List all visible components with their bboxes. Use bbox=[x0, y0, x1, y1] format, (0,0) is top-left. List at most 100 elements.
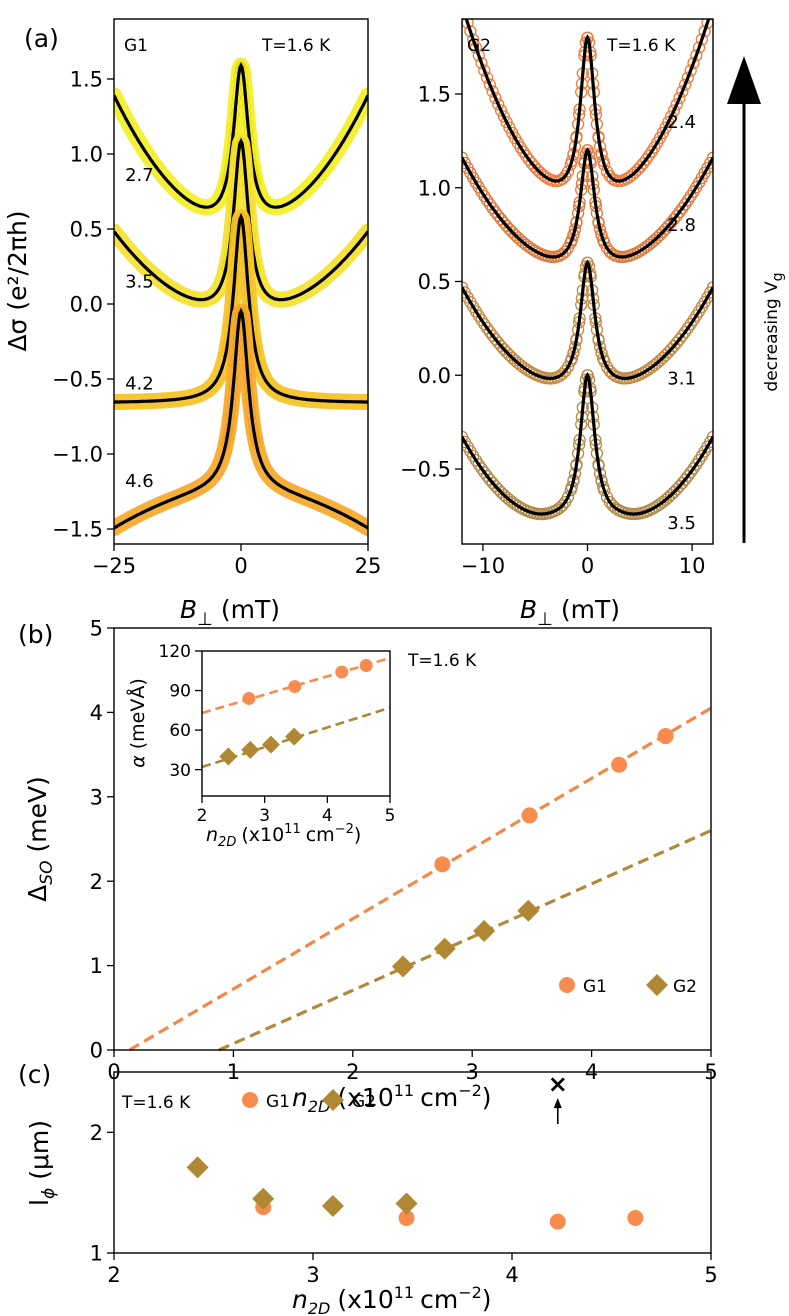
panel-a-left-temperature: T=1.6 K bbox=[261, 36, 331, 56]
curves-group bbox=[457, 0, 713, 521]
legend-g1-label: G1 bbox=[583, 977, 607, 997]
panel-a-left: (a) G1 T=1.6 K −1.5−1.0−0.50.00.51.01.5 … bbox=[3, 18, 381, 630]
x-label-unit: (mT) bbox=[221, 595, 280, 624]
x-tick-label: 3 bbox=[306, 1263, 319, 1287]
data-point bbox=[597, 233, 610, 247]
data-point bbox=[462, 19, 469, 21]
panel-a-left-x-axis-label: B⊥ (mT) bbox=[180, 595, 280, 630]
x-label-symbol: B bbox=[520, 595, 537, 624]
data-point bbox=[480, 71, 494, 84]
inset-x-ticks: 2 3 4 5 bbox=[197, 796, 396, 826]
y-tick-label: 0.5 bbox=[70, 218, 103, 242]
data-point bbox=[457, 0, 468, 11]
x-label-sup2: −2 bbox=[458, 1081, 482, 1100]
data-point-G2 bbox=[433, 937, 456, 960]
x-label-symbol: B bbox=[180, 595, 197, 624]
data-point-G2 bbox=[186, 1156, 209, 1179]
data-point bbox=[684, 64, 697, 77]
data-point bbox=[665, 110, 678, 123]
panel-c-y-axis-label: lϕ (μm) bbox=[25, 1120, 59, 1206]
data-point bbox=[606, 248, 619, 261]
y-tick-label: 4 bbox=[90, 701, 103, 725]
data-point-G2 bbox=[321, 1194, 344, 1217]
data-point bbox=[673, 91, 686, 105]
data-point bbox=[681, 71, 695, 84]
fit-curve-3.5 bbox=[114, 137, 368, 302]
panel-a-left-sample-tag: G1 bbox=[124, 36, 148, 56]
legend-g2-label: G2 bbox=[673, 977, 697, 997]
fit-curve-2.7 bbox=[114, 62, 368, 209]
inset-x-label-n: n bbox=[206, 824, 218, 846]
x-label-n: n bbox=[292, 1083, 308, 1112]
y-tick-label: −0.5 bbox=[52, 368, 103, 392]
data-point bbox=[486, 85, 499, 98]
panel-a-right-x-axis-label: B⊥ (mT) bbox=[520, 595, 620, 630]
y-tick-label: 30 bbox=[169, 761, 191, 781]
curve-label-2.4: 2.4 bbox=[667, 112, 696, 133]
y-tick-label: −1.5 bbox=[52, 518, 103, 542]
data-point bbox=[464, 25, 477, 38]
y-tick-label: 90 bbox=[169, 682, 191, 702]
x-tick-label: 4 bbox=[322, 806, 333, 826]
panel-a-right-x-ticks: −10 0 10 bbox=[461, 544, 705, 578]
inset-fit-line-G1 bbox=[201, 657, 388, 715]
panel-a-left-x-ticks: −25 0 25 bbox=[92, 544, 381, 578]
data-point bbox=[559, 245, 572, 258]
y-label-delta: Δ bbox=[23, 885, 52, 902]
data-point bbox=[469, 41, 483, 54]
x-tick-label: −10 bbox=[461, 554, 505, 578]
panel-a-right: G2 T=1.6 K −0.50.00.51.01.5 −10 0 10 2.42.… bbox=[400, 0, 786, 630]
data-band-4.6 bbox=[114, 303, 368, 537]
x-tick-label: 0 bbox=[234, 554, 247, 578]
panel-b-frame bbox=[113, 627, 712, 1051]
data-point bbox=[706, 19, 713, 21]
inset-y-label-unit: (meVÅ) bbox=[126, 678, 149, 749]
data-point-G2 bbox=[391, 955, 414, 978]
y-tick-label: 1.5 bbox=[418, 83, 451, 107]
inset-y-ticks: 30 60 90 120 bbox=[159, 642, 202, 781]
x-tick-label: 2 bbox=[107, 1263, 120, 1287]
panel-a-right-temperature: T=1.6 K bbox=[606, 36, 676, 56]
inset-data-point-G1 bbox=[359, 659, 373, 672]
data-point bbox=[704, 286, 713, 299]
x-tick-label: 5 bbox=[385, 806, 396, 826]
y-tick-label: 1.0 bbox=[418, 176, 451, 200]
panel-a-right-plot-area bbox=[457, 0, 713, 521]
data-point bbox=[667, 104, 681, 117]
legend-g1-label: G1 bbox=[266, 1092, 290, 1112]
y-tick-label: 0.5 bbox=[418, 270, 451, 294]
x-label-end: ) bbox=[482, 1083, 492, 1112]
x-label-sup: 11 bbox=[394, 1081, 414, 1100]
inset-x-label-end: ) bbox=[354, 824, 361, 846]
panel-b-y-ticks: 0 1 2 3 4 5 bbox=[90, 617, 114, 1063]
data-point bbox=[494, 104, 508, 117]
curve-label-3.5: 3.5 bbox=[667, 513, 696, 534]
data-point-G1 bbox=[434, 856, 451, 873]
inset-data-point-G1 bbox=[335, 665, 349, 679]
y-label-sub: SO bbox=[37, 861, 57, 885]
data-point bbox=[681, 322, 695, 335]
y-label-sub: ϕ bbox=[39, 1188, 59, 1199]
inset-frame bbox=[201, 650, 391, 797]
inset-x-label-rest: (x10 bbox=[241, 824, 284, 846]
side-label-sub: g bbox=[770, 272, 786, 281]
inset-x-label-sup: 11 bbox=[284, 822, 301, 837]
panel-a-right-sample-tag: G2 bbox=[467, 36, 491, 56]
fit-curve-3.1 bbox=[462, 259, 713, 380]
panel-c-plot-area: × bbox=[186, 1070, 644, 1230]
panel-a-label: (a) bbox=[24, 24, 59, 53]
y-label-symbol: Δσ bbox=[3, 318, 32, 351]
data-point bbox=[492, 98, 505, 111]
data-point bbox=[561, 165, 575, 178]
x-tick-label: 5 bbox=[704, 1263, 717, 1287]
y-label-unit: (μm) bbox=[25, 1120, 54, 1180]
y-tick-label: 1.0 bbox=[70, 143, 103, 167]
x-label-rest2: cm bbox=[420, 1285, 458, 1314]
curve-label-2.8: 2.8 bbox=[667, 215, 696, 236]
legend-g1-marker bbox=[242, 1092, 258, 1108]
data-point bbox=[678, 78, 692, 91]
y-tick-label: 0.0 bbox=[418, 364, 451, 388]
